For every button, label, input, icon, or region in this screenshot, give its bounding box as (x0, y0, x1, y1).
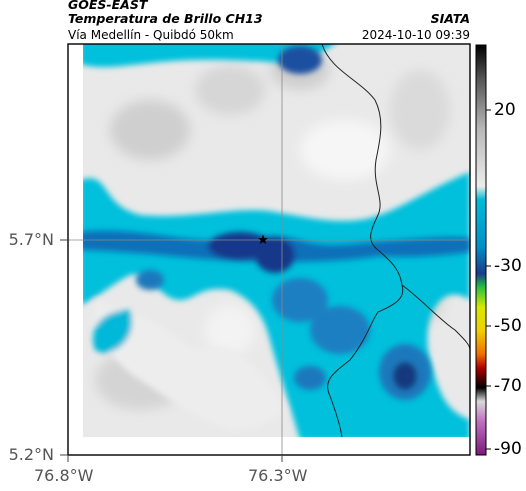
colorbar-tick-label: -30 (494, 256, 522, 276)
map-frame (67, 43, 471, 456)
brand-label: SIATA (430, 11, 470, 26)
lon-tick-label: 76.3°W (248, 466, 308, 485)
location-star-icon (258, 234, 268, 244)
lon-tick-label: 76.8°W (34, 466, 94, 485)
timestamp: 2024-10-10 09:39 (361, 28, 470, 42)
region-subtitle: Vía Medellín - Quibdó 50km (68, 28, 234, 42)
lat-tick-label: 5.2°N (8, 445, 54, 464)
axis-ticks (60, 239, 283, 462)
colorbar-tick-label: -50 (494, 316, 522, 336)
border-line (321, 44, 404, 437)
lat-tick-label: 5.7°N (8, 230, 54, 249)
colorbar-tick-label: 20 (494, 100, 516, 120)
satellite-name: GOES-EAST (68, 0, 148, 12)
brightness-temperature-field (83, 44, 470, 437)
colorbar-tick-label: -70 (494, 376, 522, 396)
colorbar-tick-label: -90 (494, 439, 522, 459)
deep-convection (83, 46, 470, 400)
colorbar (475, 44, 491, 456)
product-title: Temperatura de Brillo CH13 (68, 11, 263, 26)
border-line-east (401, 284, 470, 351)
